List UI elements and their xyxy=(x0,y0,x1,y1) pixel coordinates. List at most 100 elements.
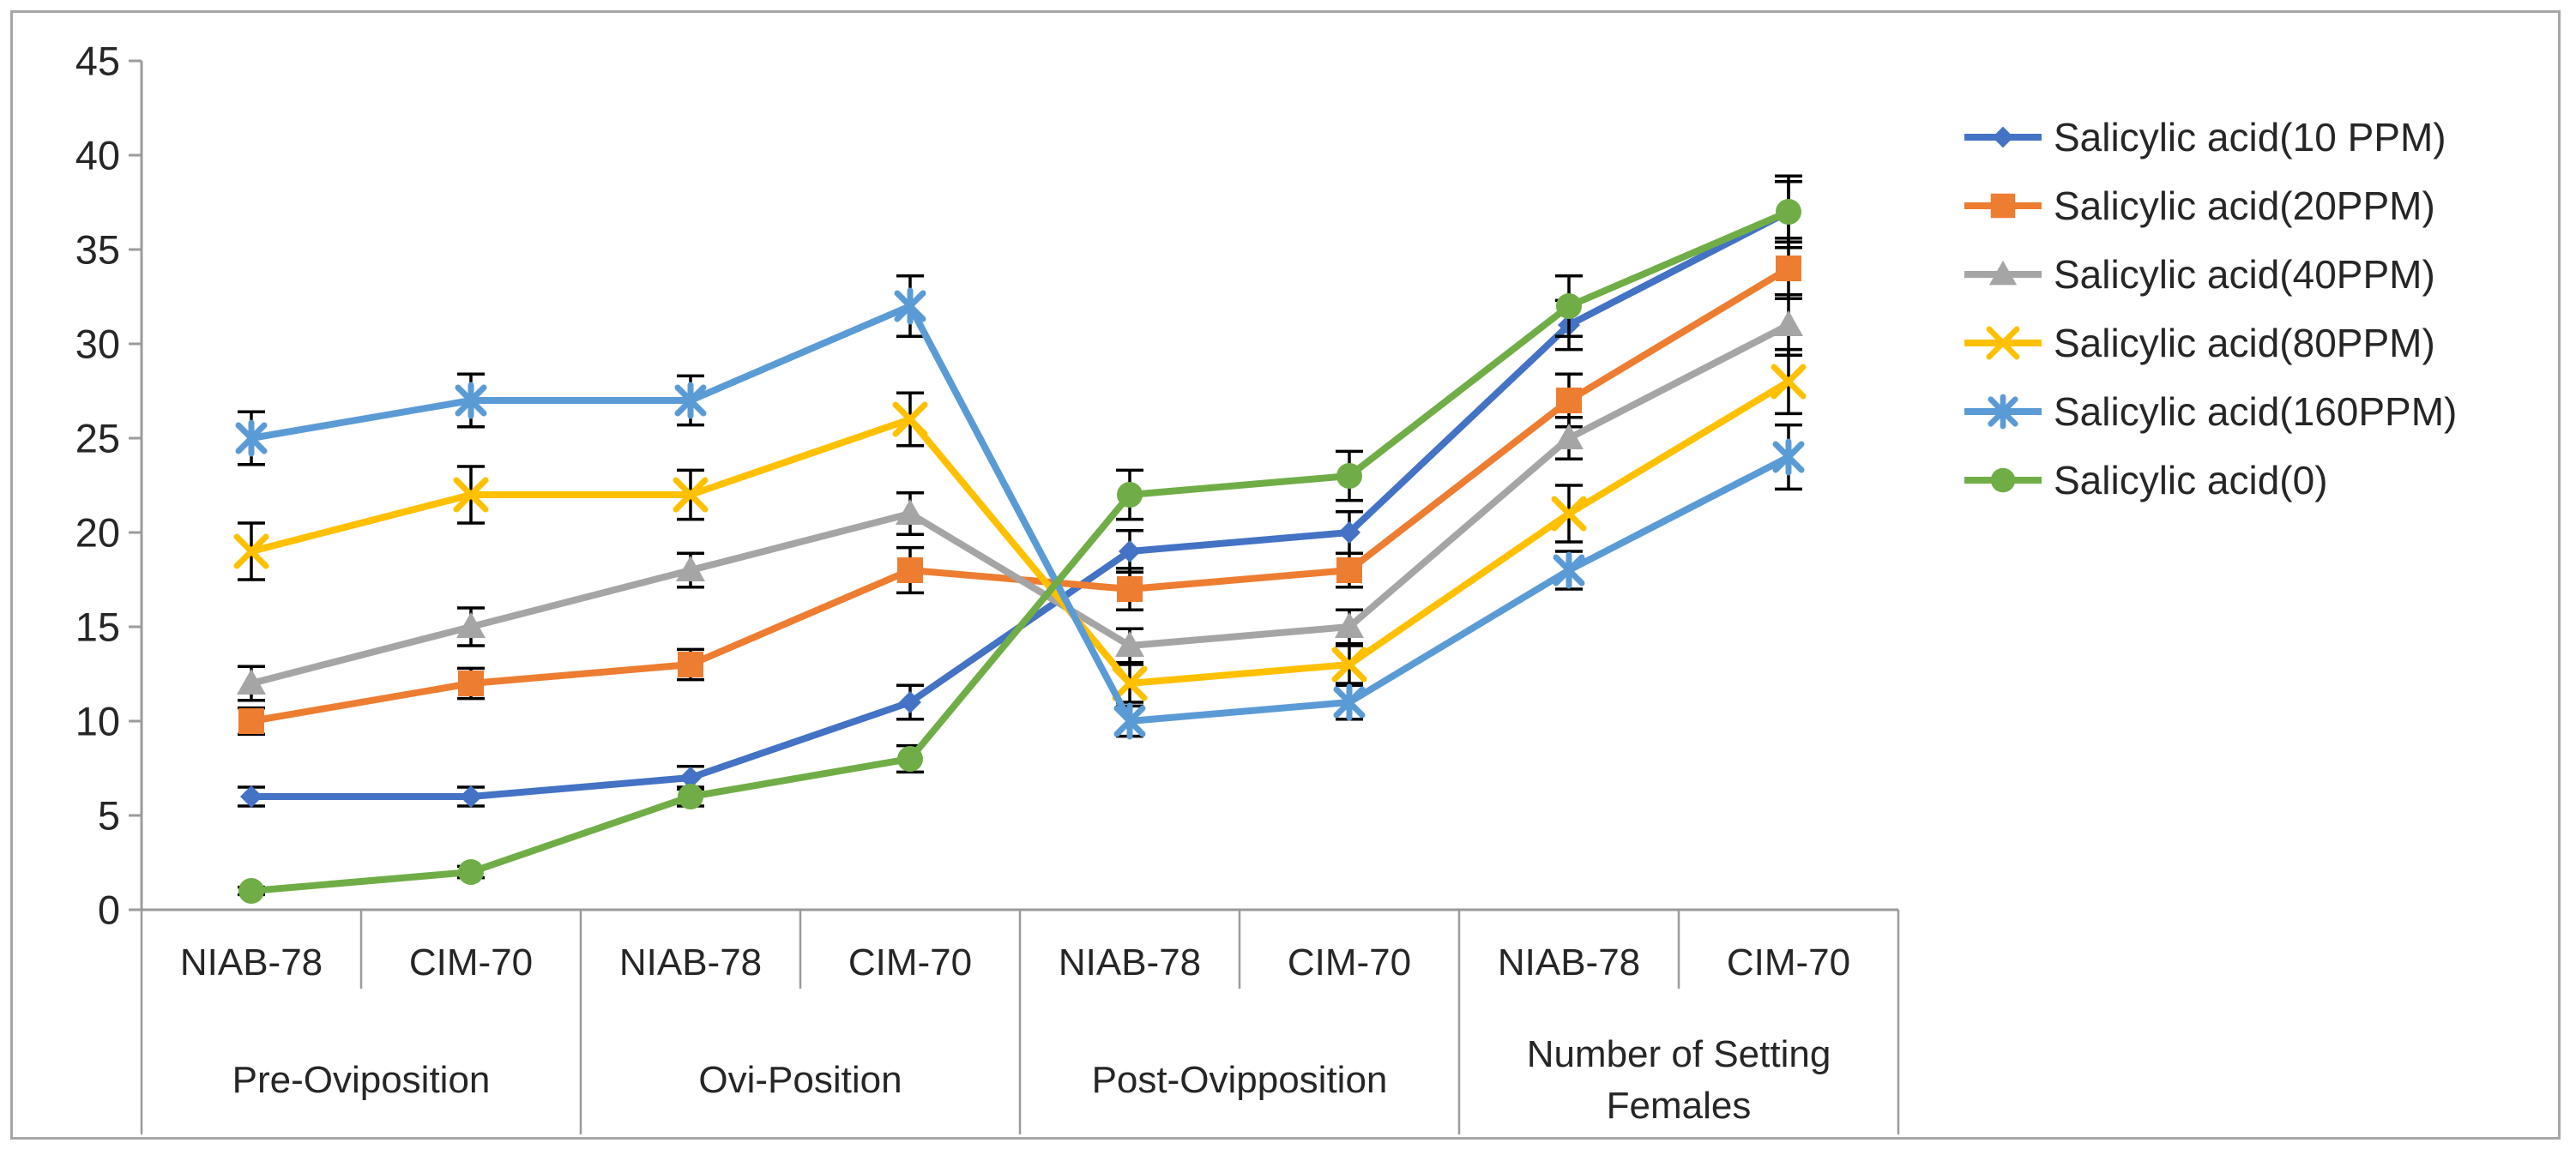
series-line xyxy=(250,208,1790,894)
asterisk-marker-icon xyxy=(1988,394,2018,430)
legend-item: Salicylic acid(10 PPM) xyxy=(1963,103,2457,171)
circle-marker-icon xyxy=(238,878,264,904)
circle-marker-icon xyxy=(1776,199,1801,225)
x-marker-icon xyxy=(1331,647,1367,683)
x-group-label: Pre-Oviposition xyxy=(232,1059,491,1101)
x-group-label: Post-Ovipposition xyxy=(1091,1059,1388,1101)
diamond-marker-icon xyxy=(679,767,702,789)
asterisk-marker-icon xyxy=(1553,551,1585,589)
asterisk-marker-icon xyxy=(894,287,926,325)
legend: Salicylic acid(10 PPM) Salicylic acid(20P… xyxy=(1963,103,2457,514)
legend-label: Salicylic acid(80PPM) xyxy=(2054,321,2435,365)
diamond-marker-icon xyxy=(460,785,482,808)
diamond-marker-icon xyxy=(899,691,921,713)
y-tick-label: 45 xyxy=(75,38,120,84)
x-marker-icon xyxy=(892,401,928,437)
asterisk-marker-icon xyxy=(1113,702,1146,740)
legend-label: Salicylic acid(40PPM) xyxy=(2054,252,2435,297)
legend-item: Salicylic acid(0) xyxy=(1963,446,2457,514)
circle-marker-icon xyxy=(678,784,703,809)
asterisk-marker-icon xyxy=(1772,438,1805,476)
x-marker-icon xyxy=(1771,364,1807,400)
y-tick-label: 25 xyxy=(75,415,120,461)
triangle-marker-icon xyxy=(1988,260,2018,286)
triangle-marker-icon xyxy=(896,499,925,525)
x-group-cell: Pre-Oviposition xyxy=(142,1022,581,1139)
diamond-marker-icon xyxy=(1992,126,2014,148)
square-marker-icon xyxy=(1990,193,2016,219)
x-marker-icon xyxy=(233,533,269,569)
circle-marker-icon xyxy=(1117,482,1143,508)
x-marker-icon xyxy=(673,477,709,513)
legend-key-icon xyxy=(1964,394,2042,430)
x-group-cell: Number of Setting Females xyxy=(1459,1022,1898,1139)
asterisk-marker-icon xyxy=(674,382,707,419)
square-marker-icon xyxy=(458,671,484,696)
x-group-label: Ovi-Position xyxy=(698,1059,902,1101)
legend-label: Salicylic acid(10 PPM) xyxy=(2054,115,2446,159)
x-marker-icon xyxy=(1551,496,1587,532)
y-tick-label: 30 xyxy=(75,321,120,367)
square-marker-icon xyxy=(1776,256,1801,281)
circle-marker-icon xyxy=(1990,467,2016,493)
y-tick-label: 0 xyxy=(97,887,120,933)
asterisk-marker-icon xyxy=(455,382,487,419)
legend-item: Salicylic acid(80PPM) xyxy=(1963,309,2457,377)
circle-marker-icon xyxy=(1336,463,1362,489)
triangle-marker-icon xyxy=(1115,631,1144,657)
asterisk-marker-icon xyxy=(1333,683,1366,721)
asterisk-marker-icon xyxy=(235,419,268,457)
legend-item: Salicylic acid(40PPM) xyxy=(1963,240,2457,309)
x-group-cell: Ovi-Position xyxy=(581,1022,1020,1139)
series-line xyxy=(250,378,1791,687)
y-tick-label: 5 xyxy=(97,792,120,839)
y-tick-label: 40 xyxy=(75,132,120,178)
x-category-label: NIAB-78 xyxy=(1497,941,1641,984)
circle-marker-icon xyxy=(1556,293,1582,319)
triangle-marker-icon xyxy=(1554,424,1584,449)
triangle-marker-icon xyxy=(237,669,266,695)
legend-label: Salicylic acid(160PPM) xyxy=(2054,389,2458,434)
legend-label: Salicylic acid(20PPM) xyxy=(2054,183,2435,228)
x-category-label: NIAB-78 xyxy=(179,941,323,984)
legend-item: Salicylic acid(20PPM) xyxy=(1963,171,2457,240)
x-marker-icon xyxy=(453,477,489,513)
square-marker-icon xyxy=(1117,576,1143,602)
x-category-label: CIM-70 xyxy=(848,941,973,984)
square-marker-icon xyxy=(1336,557,1362,583)
series-line xyxy=(250,322,1790,687)
triangle-marker-icon xyxy=(456,612,486,638)
circle-marker-icon xyxy=(458,859,484,885)
y-tick-label: 35 xyxy=(75,226,120,273)
y-tick-label: 10 xyxy=(75,698,120,744)
series-line xyxy=(250,303,1790,725)
x-group-cell: Post-Ovipposition xyxy=(1020,1022,1459,1139)
x-category-label: NIAB-78 xyxy=(618,941,763,984)
square-marker-icon xyxy=(678,652,703,677)
square-marker-icon xyxy=(897,557,923,583)
triangle-marker-icon xyxy=(676,556,705,581)
diamond-marker-icon xyxy=(1119,540,1141,562)
legend-key-icon xyxy=(1964,326,2042,360)
legend-key-icon xyxy=(1964,467,2042,493)
y-tick-label: 20 xyxy=(75,509,120,556)
x-category-label: CIM-70 xyxy=(408,941,534,984)
legend-label: Salicylic acid(0) xyxy=(2054,458,2328,502)
legend-key-icon xyxy=(1964,260,2042,286)
x-group-label: Number of Setting Females xyxy=(1526,1033,1831,1127)
x-category-label: NIAB-78 xyxy=(1058,941,1202,984)
triangle-marker-icon xyxy=(1335,612,1364,638)
diamond-marker-icon xyxy=(1338,521,1360,544)
square-marker-icon xyxy=(1556,388,1582,413)
x-category-label: CIM-70 xyxy=(1726,941,1851,984)
diamond-marker-icon xyxy=(240,785,262,808)
legend-item: Salicylic acid(160PPM) xyxy=(1963,377,2457,446)
x-marker-icon xyxy=(1112,665,1148,701)
triangle-marker-icon xyxy=(1774,310,1803,336)
square-marker-icon xyxy=(238,708,264,734)
circle-marker-icon xyxy=(897,746,923,772)
x-marker-icon xyxy=(1986,326,2020,360)
x-category-label: CIM-70 xyxy=(1287,941,1412,984)
legend-key-icon xyxy=(1964,193,2042,219)
